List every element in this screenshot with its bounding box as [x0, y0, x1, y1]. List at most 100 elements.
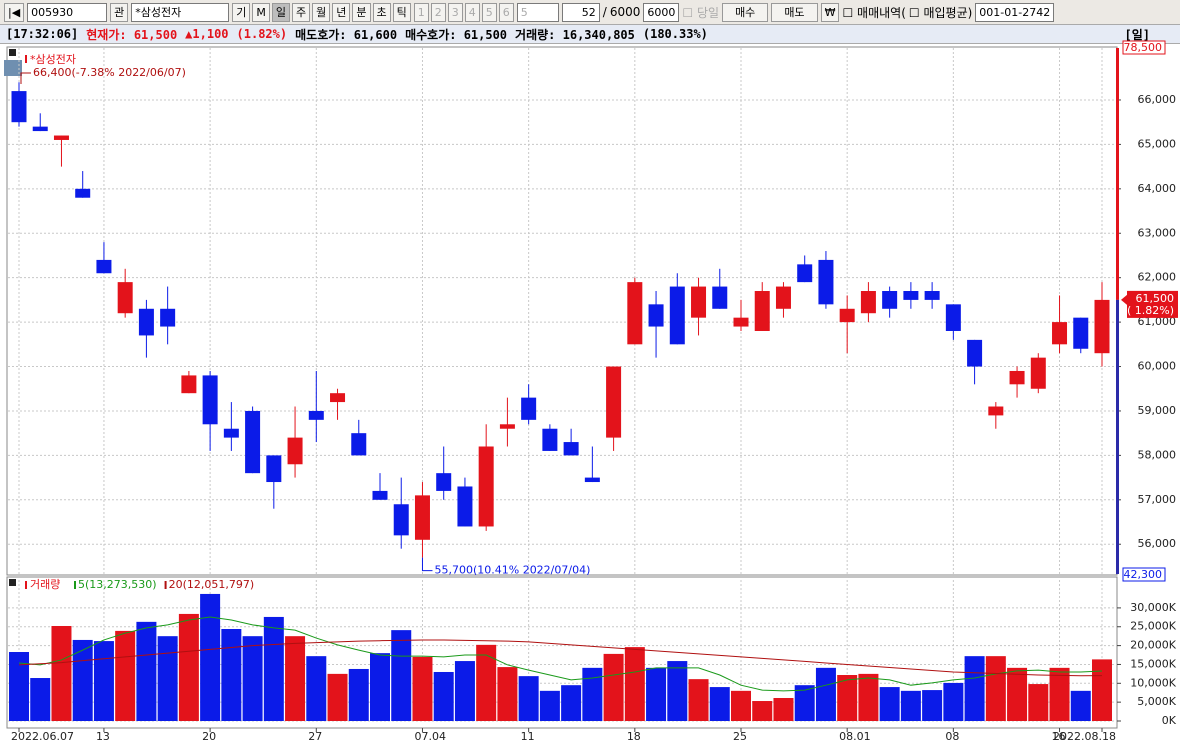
candle-body: [117, 282, 133, 314]
candle-body: [691, 286, 707, 318]
upper-strip: [1116, 48, 1119, 300]
stock-input[interactable]: *삼성전자: [131, 2, 230, 22]
candle-body: [1009, 370, 1025, 385]
time: [17:32:06]: [6, 27, 79, 41]
won-button[interactable]: ₩: [820, 2, 840, 22]
code-input[interactable]: 005930: [27, 2, 108, 22]
average-checkbox[interactable]: ☐ 매입평균): [908, 5, 973, 20]
history-label: 매매내역(: [857, 5, 906, 20]
ask: 매도호가: 61,600: [295, 27, 398, 42]
x-tick-label: 13: [96, 730, 110, 743]
x-tick-label: 08: [945, 730, 959, 743]
total-input[interactable]: 6000: [643, 2, 680, 22]
number-button[interactable]: 3: [447, 2, 463, 22]
volume-bar: [51, 625, 72, 721]
candle-body: [521, 397, 537, 420]
annotation-leader: [20, 72, 31, 84]
buy-button[interactable]: 매수: [722, 2, 769, 22]
period-button[interactable]: 기: [232, 2, 251, 22]
candle-body: [967, 339, 983, 367]
rate: (1.82%): [236, 27, 288, 41]
volume-bar: [306, 656, 327, 721]
period-button[interactable]: 틱: [392, 2, 411, 22]
period-button[interactable]: M: [252, 2, 270, 22]
candle-body: [924, 291, 940, 300]
search-button[interactable]: 관: [110, 2, 129, 22]
candle-body: [797, 264, 813, 283]
y-tick-label: 10,000K: [1130, 676, 1176, 689]
y-tick-label: 57,000: [1138, 493, 1177, 506]
volume-bar: [242, 636, 263, 721]
number-button[interactable]: 2: [430, 2, 446, 22]
volume-bar: [561, 685, 582, 721]
period-button[interactable]: 월: [312, 2, 331, 22]
y-tick-label: 30,000K: [1130, 601, 1176, 614]
candle-body: [202, 375, 218, 425]
candle-body: [712, 286, 728, 309]
volume-bar: [476, 644, 497, 721]
period: [일]: [1124, 27, 1151, 42]
candle-body: [754, 291, 770, 331]
upper-limit: 78,500: [1124, 41, 1163, 54]
upper-limit-box: [1122, 40, 1166, 55]
x-tick-label: 16: [1052, 730, 1066, 743]
period-button[interactable]: 분: [352, 2, 371, 22]
volume-bar: [922, 690, 943, 721]
current-change-label: ( 1.82%): [1127, 304, 1174, 317]
panel-icon: [9, 579, 16, 586]
number-button[interactable]: 6: [498, 2, 514, 22]
volume-bar: [624, 647, 645, 721]
count-input[interactable]: 52: [561, 2, 600, 22]
period-button[interactable]: 년: [332, 2, 351, 22]
candle-body: [733, 317, 749, 327]
number-button[interactable]: 4: [464, 2, 480, 22]
candle-body: [882, 291, 898, 309]
x-tick-label: 27: [308, 730, 322, 743]
volume-bar: [200, 593, 221, 721]
nav-button[interactable]: |◀: [4, 2, 25, 22]
account-input[interactable]: 001-01-2742: [975, 2, 1055, 22]
total: 6000: [609, 5, 641, 19]
today-checkbox[interactable]: ☐ 당일: [682, 5, 720, 20]
candle-body: [160, 308, 176, 327]
candle-body: [75, 188, 91, 198]
volume-bar: [1092, 659, 1112, 721]
y-tick-label: 66,000: [1138, 93, 1177, 106]
volume-bar: [9, 652, 29, 721]
candle-body: [478, 446, 494, 527]
volume-bar: [136, 621, 157, 721]
number-button[interactable]: 1: [413, 2, 429, 22]
history-checkbox[interactable]: ☐ 매매내역(: [842, 5, 906, 20]
candle-body: [542, 428, 558, 451]
y-tick-label: 0K: [1162, 714, 1177, 727]
x-tick-label: 20: [202, 730, 216, 743]
panel-icon: [9, 49, 16, 56]
volume-bar: [964, 656, 985, 721]
y-tick-label: 65,000: [1138, 137, 1177, 150]
candle-body: [308, 410, 324, 420]
period-button[interactable]: 주: [292, 2, 311, 22]
volume-bar: [985, 656, 1006, 721]
candle-body: [245, 410, 261, 474]
slash: /: [602, 5, 607, 19]
volume-panel: [6, 576, 1118, 729]
volume-bar: [773, 698, 794, 721]
candle-body: [11, 91, 27, 123]
volume-bar: [646, 667, 667, 721]
volume-bar: [879, 687, 900, 721]
volume-bar: [115, 630, 136, 721]
volume-bar: [731, 690, 751, 721]
lower-strip: [1116, 299, 1119, 574]
moving-average: [18, 616, 1103, 692]
sell-button[interactable]: 매도: [771, 2, 818, 22]
number-button[interactable]: 5: [481, 2, 497, 22]
period-button[interactable]: 일: [271, 2, 291, 22]
annotation-leader: [421, 557, 433, 572]
period-button[interactable]: 초: [372, 2, 391, 22]
volume-bar: [603, 653, 624, 721]
interval-select[interactable]: 5: [516, 2, 559, 22]
volume-bar: [221, 629, 242, 721]
volume-bar: [943, 682, 964, 721]
